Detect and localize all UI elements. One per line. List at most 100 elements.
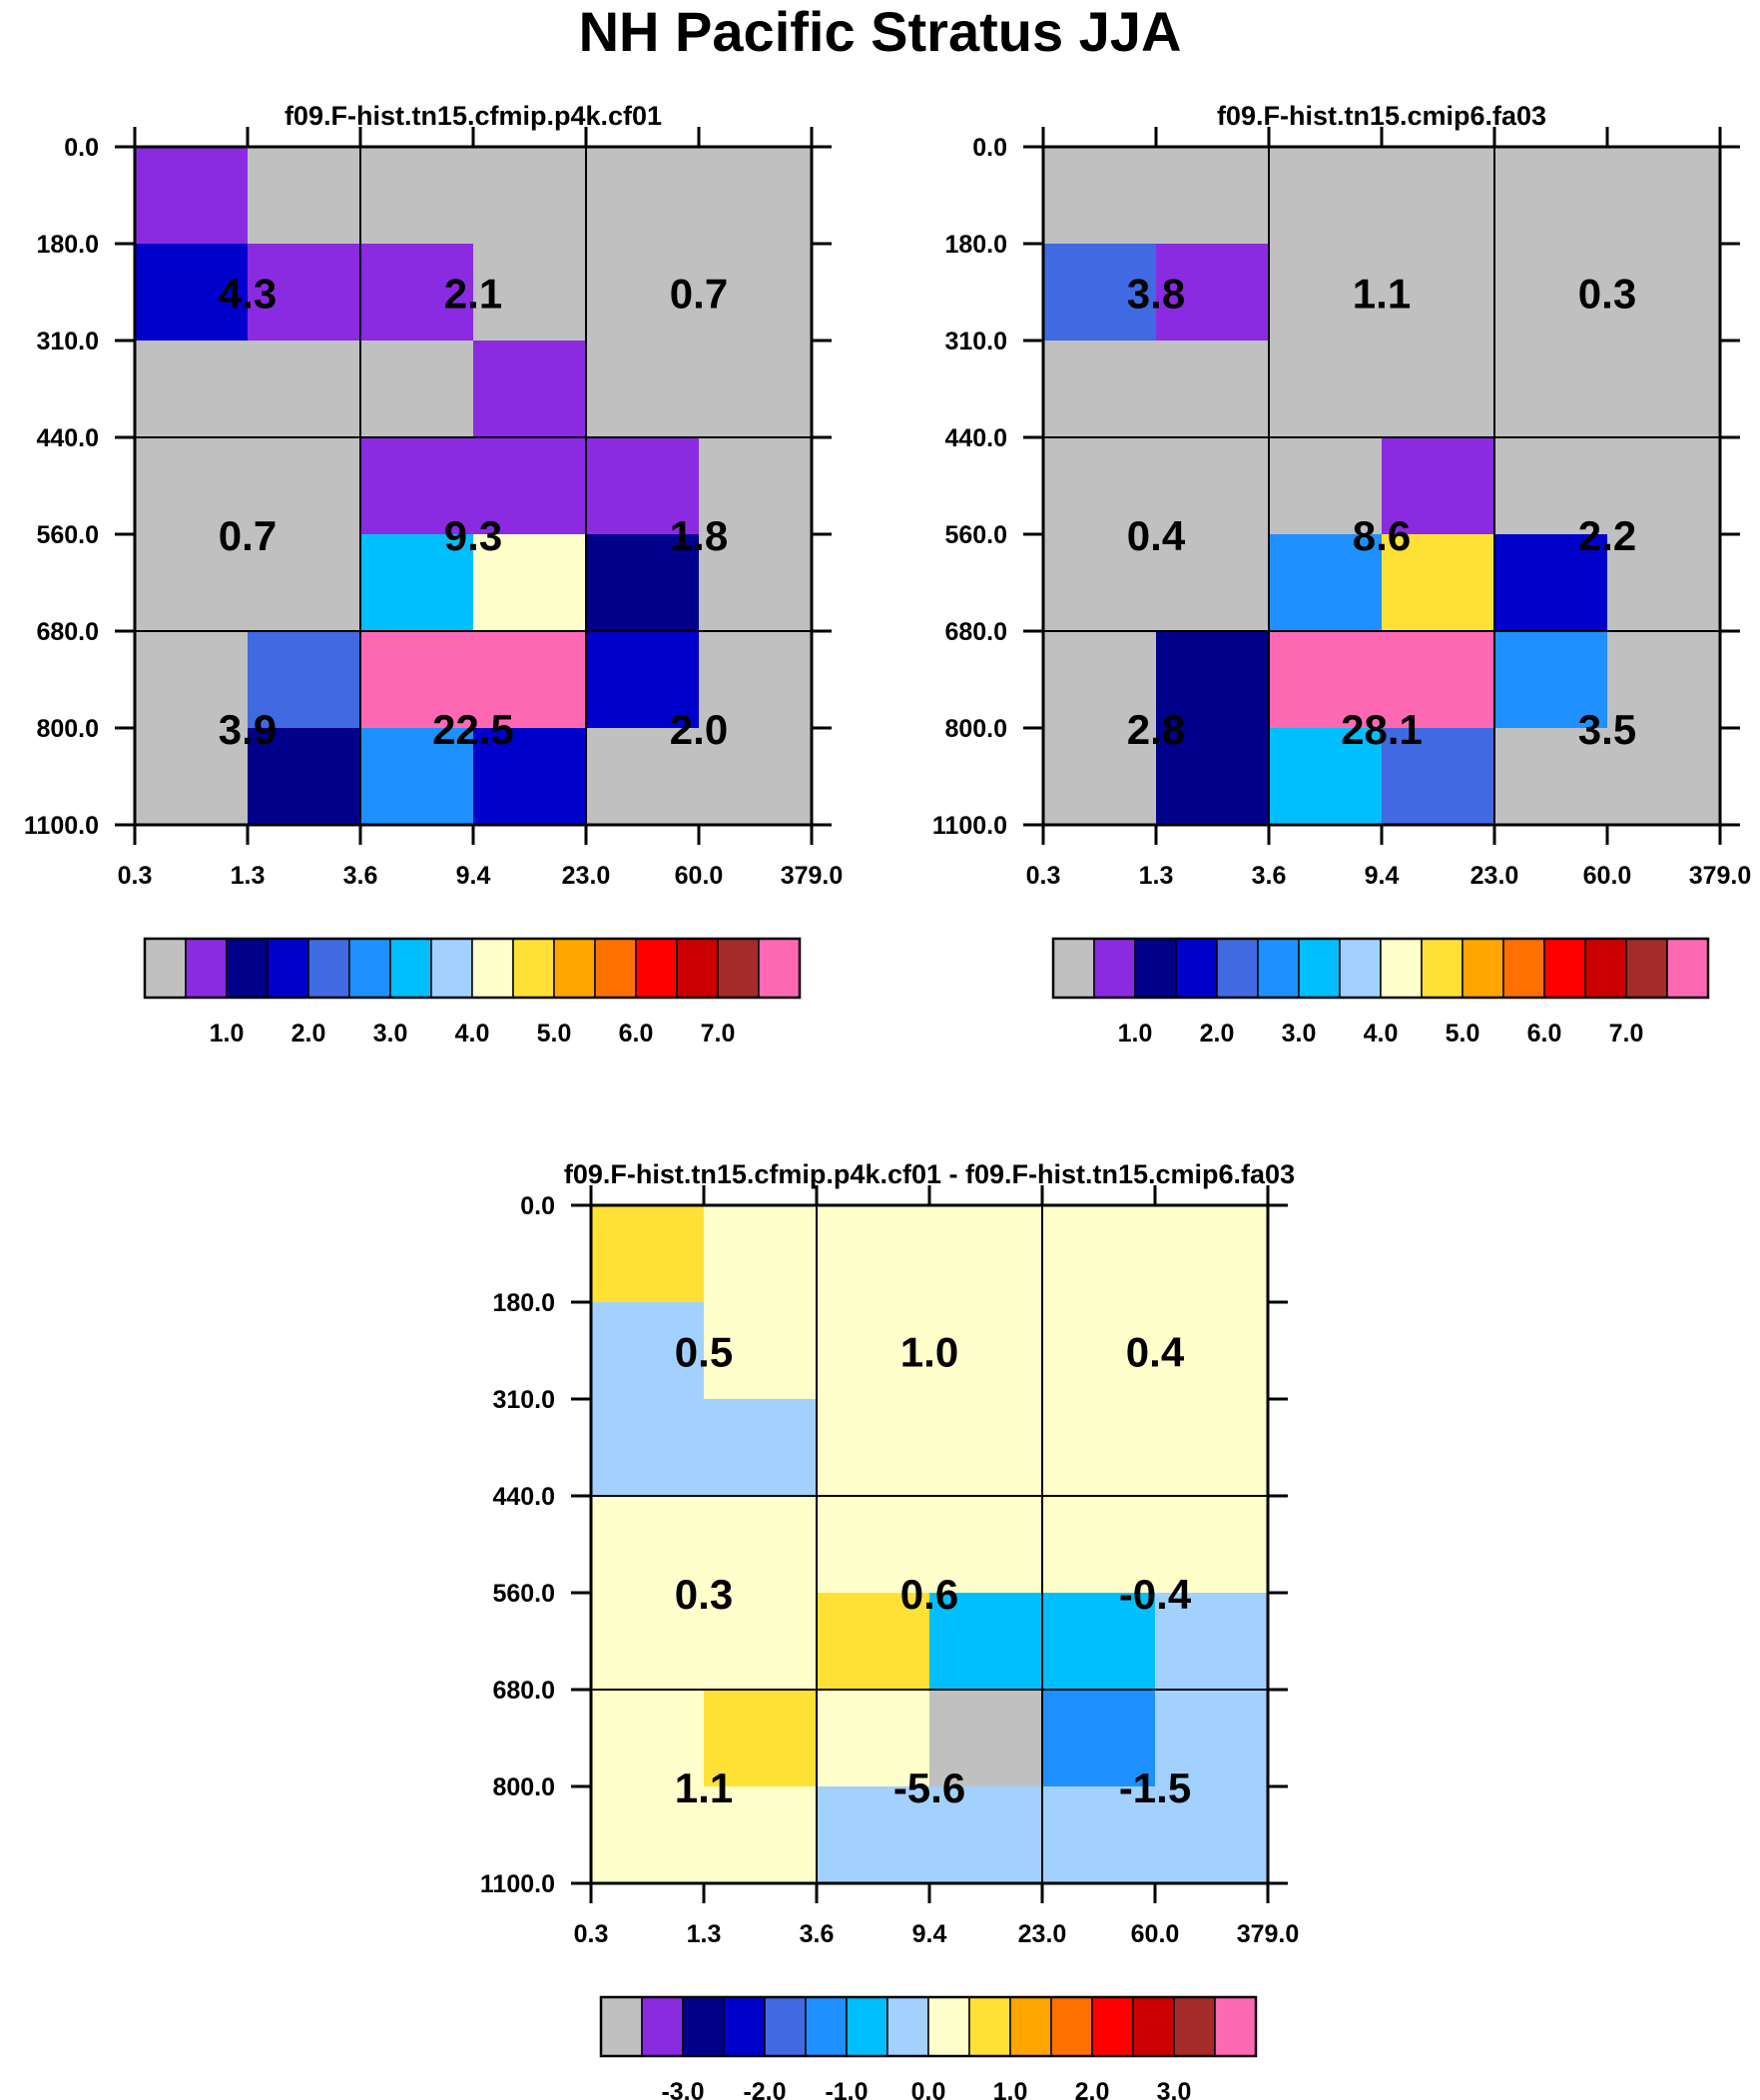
x-tick-label: 9.4 xyxy=(1365,862,1400,890)
heatmap-cell xyxy=(1156,728,1270,826)
colorbar-swatch xyxy=(226,938,269,999)
colorbar-swatch xyxy=(764,1996,807,2057)
colorbar-swatch xyxy=(144,938,187,999)
heatmap-cell xyxy=(1043,534,1157,632)
colorbar-label: 6.0 xyxy=(1527,1020,1562,1048)
heatmap-cell xyxy=(1494,147,1608,245)
colorbar-label: 2.0 xyxy=(1200,1020,1235,1048)
x-tick-label: 0.3 xyxy=(1026,862,1061,890)
colorbar-swatch xyxy=(1625,938,1668,999)
colorbar-label: 4.0 xyxy=(455,1020,490,1048)
heatmap-cell xyxy=(817,1786,930,1884)
colorbar-swatch xyxy=(1257,938,1300,999)
heatmap-cell xyxy=(817,1205,930,1303)
y-tick-label: 180.0 xyxy=(36,231,99,259)
heatmap-cell xyxy=(135,437,249,535)
heatmap-cell xyxy=(1155,1593,1269,1691)
group-value-label: 9.3 xyxy=(444,512,502,559)
heatmap-cell xyxy=(586,147,700,245)
group-value-label: 0.4 xyxy=(1127,512,1186,559)
colorbar-label: 0.0 xyxy=(911,2078,946,2100)
heatmap-cell xyxy=(591,1690,705,1787)
heatmap-cell xyxy=(1382,631,1495,729)
heatmap-cell xyxy=(1382,244,1495,342)
heatmap-cell xyxy=(1043,341,1157,438)
heatmap-cell xyxy=(817,1399,930,1497)
heatmap-cell xyxy=(591,1786,705,1884)
heatmap-cell xyxy=(1494,728,1608,826)
heatmap-cell xyxy=(1155,1205,1269,1303)
heatmap-cell xyxy=(1607,147,1721,245)
heatmap-cell xyxy=(817,1690,930,1787)
colorbar-label: 1.0 xyxy=(1118,1020,1153,1048)
heatmap-cell xyxy=(704,1302,818,1400)
colorbar-swatch xyxy=(927,1996,970,2057)
group-value-label: 0.3 xyxy=(675,1571,733,1618)
colorbar-swatch xyxy=(635,938,678,999)
colorbar-swatch xyxy=(1421,938,1464,999)
heatmap-cell xyxy=(473,341,587,438)
x-tick-label: 9.4 xyxy=(912,1920,947,1948)
heatmap-cell xyxy=(1382,534,1495,632)
heatmap-cell xyxy=(1042,1302,1156,1400)
heatmap-cell xyxy=(1269,341,1383,438)
heatmap-cell xyxy=(704,1690,818,1787)
y-tick-label: 310.0 xyxy=(492,1386,555,1414)
group-value-label: 2.2 xyxy=(1578,512,1636,559)
colorbar-frame xyxy=(143,937,802,1000)
colorbar-swatch xyxy=(471,938,514,999)
heatmap-cell xyxy=(1043,437,1157,535)
group-value-label: 1.0 xyxy=(900,1329,958,1376)
colorbar-label: 2.0 xyxy=(1075,2078,1110,2100)
heatmap-cell xyxy=(360,147,474,245)
colorbar-swatch xyxy=(682,1996,725,2057)
colorbar-swatch xyxy=(1339,938,1382,999)
colorbar-swatch xyxy=(968,1996,1011,2057)
heatmap-cell xyxy=(248,728,361,826)
colorbar-swatch xyxy=(1543,938,1586,999)
heatmap-cell xyxy=(699,341,813,438)
group-value-label: -1.5 xyxy=(1119,1764,1191,1811)
heatmap-cell xyxy=(1494,534,1608,632)
colorbar-swatch xyxy=(723,1996,766,2057)
colorbar-swatch xyxy=(1666,938,1709,999)
panel-title: f09.F-hist.tn15.cfmip.p4k.cf01 xyxy=(285,101,662,131)
heatmap-cell xyxy=(360,341,474,438)
heatmap-cell xyxy=(591,1593,705,1691)
heatmap-cell xyxy=(591,1399,705,1497)
colorbar-swatch xyxy=(1052,938,1095,999)
heatmap-cell xyxy=(586,534,700,632)
y-tick-label: 800.0 xyxy=(944,715,1007,743)
colorbar-swatch xyxy=(594,938,637,999)
heatmap-cell xyxy=(699,728,813,826)
heatmap-cell xyxy=(586,341,700,438)
heatmap-cell xyxy=(591,1302,705,1400)
colorbar-label: 1.0 xyxy=(210,1020,245,1048)
heatmap-cell xyxy=(1156,631,1270,729)
group-value-label: 1.1 xyxy=(1353,271,1411,318)
y-tick-label: 180.0 xyxy=(944,231,1007,259)
heatmap-cell xyxy=(135,534,249,632)
x-tick-label: 60.0 xyxy=(1131,1920,1180,1948)
heatmap-cell xyxy=(929,1302,1043,1400)
colorbar-label: 5.0 xyxy=(537,1020,572,1048)
colorbar-swatch xyxy=(1050,1996,1093,2057)
colorbar-swatch xyxy=(1175,938,1218,999)
group-value-label: -0.4 xyxy=(1119,1571,1192,1618)
heatmap-cell xyxy=(1607,534,1721,632)
y-tick-label: 440.0 xyxy=(36,424,99,452)
heatmap-cell xyxy=(135,631,249,729)
colorbar-swatch xyxy=(1091,1996,1134,2057)
heatmap-cell xyxy=(1043,147,1157,245)
x-tick-label: 379.0 xyxy=(781,862,844,890)
heatmap-cell xyxy=(1043,244,1157,342)
colorbar-label: -3.0 xyxy=(661,2078,704,2100)
heatmap-cell xyxy=(360,437,474,535)
colorbar-swatch xyxy=(886,1996,929,2057)
colorbar-swatch xyxy=(1134,938,1177,999)
heatmap-cell xyxy=(929,1399,1043,1497)
heatmap-cell xyxy=(586,728,700,826)
heatmap-cell xyxy=(1156,341,1270,438)
group-value-label: 3.8 xyxy=(1127,271,1185,318)
